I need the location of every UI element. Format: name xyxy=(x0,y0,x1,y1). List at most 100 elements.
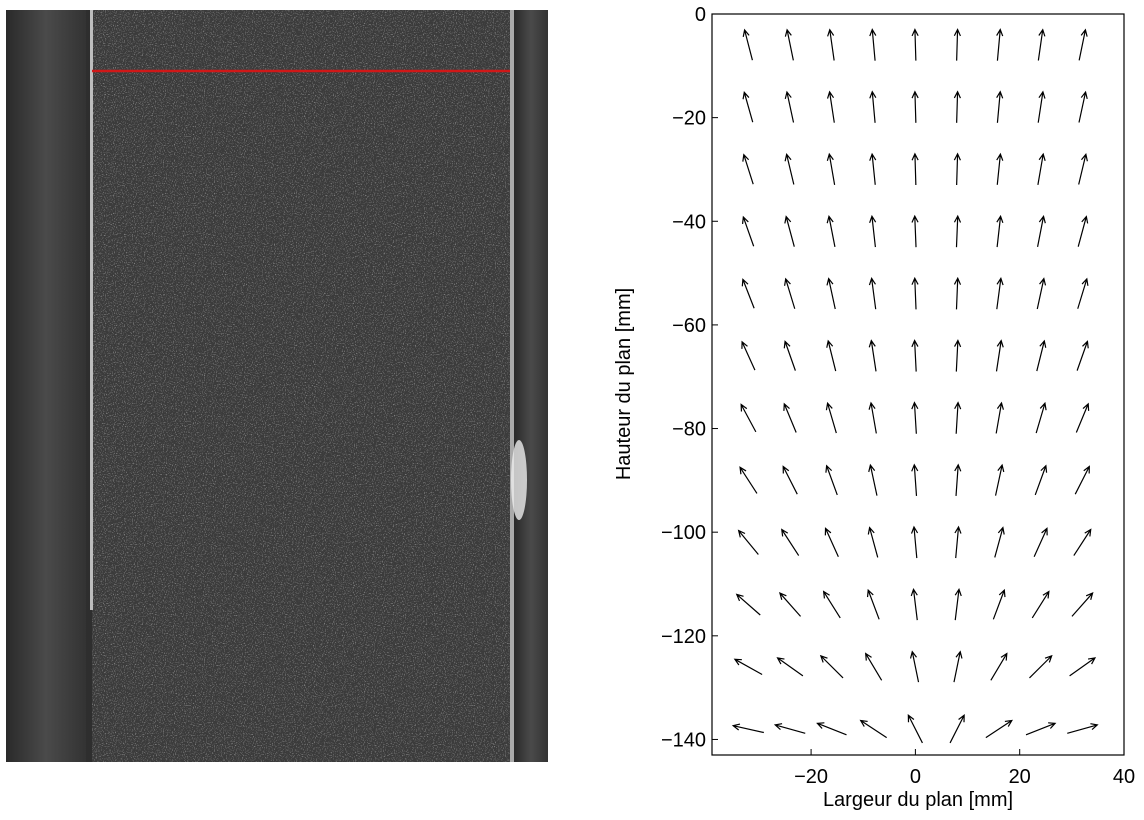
arrow xyxy=(867,526,879,558)
arrow xyxy=(1036,277,1047,310)
arrow xyxy=(954,339,962,372)
arrow xyxy=(909,650,920,683)
arrow xyxy=(1076,340,1089,371)
arrow xyxy=(953,214,962,248)
arrow xyxy=(784,90,795,123)
arrow xyxy=(911,90,919,123)
arrow xyxy=(1036,215,1046,247)
arrow xyxy=(954,587,962,621)
arrow xyxy=(985,719,1013,739)
arrow xyxy=(1029,654,1053,679)
arrow xyxy=(864,652,883,681)
arrow xyxy=(994,463,1005,496)
arrow xyxy=(911,401,919,434)
arrow xyxy=(827,28,835,61)
arrow xyxy=(953,90,961,123)
arrow xyxy=(819,654,844,679)
plot-frame xyxy=(711,13,1125,756)
arrow xyxy=(866,588,880,620)
arrow xyxy=(816,722,847,736)
arrow xyxy=(826,277,836,310)
arrow xyxy=(996,214,1004,248)
arrow xyxy=(911,339,919,372)
arrow xyxy=(776,657,804,677)
arrow xyxy=(1078,153,1088,185)
arrow xyxy=(1036,339,1047,372)
arrow xyxy=(953,650,963,683)
arrow xyxy=(1078,90,1088,123)
arrow xyxy=(953,28,961,61)
arrow xyxy=(868,401,877,434)
arrow xyxy=(741,215,755,247)
arrow xyxy=(1067,723,1099,734)
arrow xyxy=(1033,527,1048,557)
arrow xyxy=(737,529,759,555)
arrow xyxy=(953,276,962,310)
x-tick-label: 20 xyxy=(1009,766,1031,788)
y-tick-label: −40 xyxy=(672,211,706,233)
arrow xyxy=(1037,90,1046,123)
arrow xyxy=(868,277,877,310)
arrow xyxy=(868,463,878,496)
arrow xyxy=(826,339,837,372)
arrow xyxy=(739,466,758,494)
arrow xyxy=(911,463,919,496)
arrow xyxy=(995,339,1004,372)
arrow xyxy=(1037,28,1046,61)
arrow xyxy=(996,90,1004,123)
arrow xyxy=(1075,402,1090,433)
arrow xyxy=(742,91,754,123)
y-tick-label: −100 xyxy=(661,522,706,544)
arrow xyxy=(784,215,795,247)
arrow xyxy=(990,652,1008,681)
arrow xyxy=(773,723,806,734)
arrow xyxy=(869,214,877,248)
arrow xyxy=(822,590,841,619)
arrow xyxy=(784,28,794,61)
arrow xyxy=(781,528,800,556)
arrow xyxy=(783,402,797,433)
arrow xyxy=(996,277,1004,310)
arrow xyxy=(954,463,962,496)
y-axis-label: Hauteur du plan [mm] xyxy=(613,288,635,480)
arrow xyxy=(869,152,877,185)
arrow xyxy=(735,593,761,616)
arrow xyxy=(731,723,764,734)
arrow xyxy=(869,90,877,123)
arrow xyxy=(778,592,802,617)
y-tick-label: −80 xyxy=(672,419,706,441)
arrow xyxy=(733,658,763,676)
arrow xyxy=(1073,528,1092,556)
arrow xyxy=(911,152,919,186)
arrow xyxy=(824,527,839,557)
arrow xyxy=(869,28,877,61)
y-tick-label: −60 xyxy=(672,315,706,337)
arrow xyxy=(1077,277,1089,309)
arrow xyxy=(859,719,887,739)
arrow xyxy=(994,526,1005,558)
arrow xyxy=(1074,465,1090,495)
arrow xyxy=(826,215,836,247)
piv-photo xyxy=(6,10,548,762)
arrow xyxy=(911,28,919,61)
arrow xyxy=(1037,152,1046,185)
arrow xyxy=(784,277,796,309)
arrow xyxy=(782,465,798,495)
arrow xyxy=(910,587,918,621)
x-tick-label: 40 xyxy=(1113,766,1135,788)
arrow xyxy=(1078,28,1088,61)
arrow xyxy=(1069,657,1097,677)
y-tick-label: −20 xyxy=(672,108,706,130)
arrow xyxy=(1031,590,1050,619)
arrow xyxy=(907,714,923,744)
arrow xyxy=(995,401,1004,434)
arrow xyxy=(740,403,757,433)
x-axis-label: Largeur du plan [mm] xyxy=(823,789,1013,811)
arrow xyxy=(825,401,837,434)
arrow xyxy=(826,152,836,185)
arrow xyxy=(953,152,961,186)
arrow xyxy=(741,278,755,309)
arrow xyxy=(868,339,877,372)
arrow xyxy=(996,152,1004,185)
